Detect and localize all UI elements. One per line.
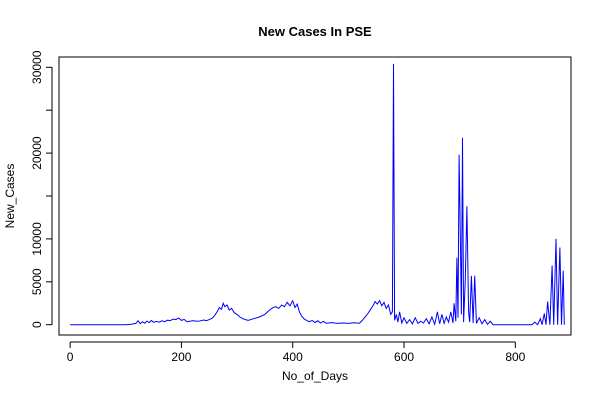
y-axis-label: New_Cases xyxy=(3,164,17,229)
x-tick-label: 200 xyxy=(171,350,191,364)
x-tick-label: 600 xyxy=(394,350,414,364)
y-tick-label: 0 xyxy=(30,321,44,328)
series-line-new-cases xyxy=(70,63,565,327)
x-axis: 0 200 400 600 800 xyxy=(67,341,526,364)
x-tick-label: 800 xyxy=(505,350,525,364)
chart-title: New Cases In PSE xyxy=(258,24,372,39)
y-axis: 0 5000 10000 20000 30000 xyxy=(30,50,53,328)
x-tick-label: 0 xyxy=(67,350,74,364)
x-axis-label: No_of_Days xyxy=(282,369,348,383)
x-tick-label: 400 xyxy=(283,350,303,364)
plot-frame xyxy=(58,56,572,336)
y-tick-label: 10000 xyxy=(30,222,44,256)
y-tick-label: 5000 xyxy=(30,268,44,295)
y-tick-label: 20000 xyxy=(30,136,44,170)
y-tick-label: 30000 xyxy=(30,50,44,84)
